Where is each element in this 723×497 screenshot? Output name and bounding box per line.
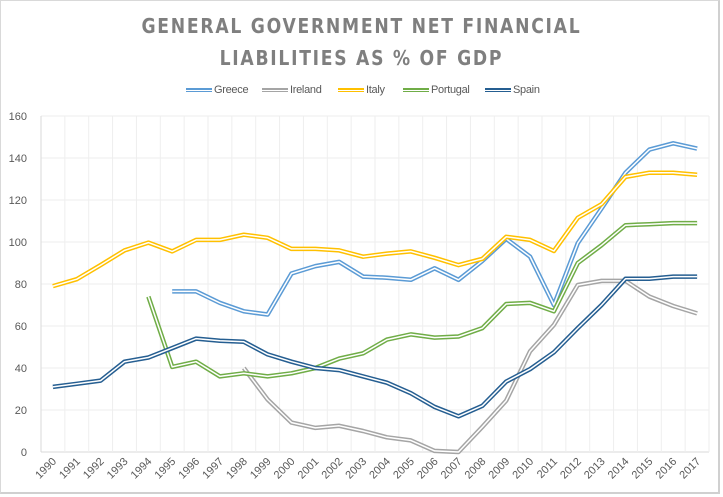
x-tick-label: 2013 <box>582 456 608 482</box>
x-tick-label: 2001 <box>296 456 322 482</box>
legend-swatch-italy <box>338 88 364 92</box>
series-spain <box>52 274 698 419</box>
y-tick-label: 0 <box>21 447 27 459</box>
y-tick-label: 80 <box>15 279 27 291</box>
x-tick-label: 2012 <box>558 456 584 482</box>
y-tick-label: 20 <box>15 405 27 417</box>
x-tick-label: 2008 <box>463 456 489 482</box>
x-tick-label: 2000 <box>272 456 298 482</box>
x-tick-label: 1996 <box>176 456 202 482</box>
x-tick-label: 2005 <box>391 456 417 482</box>
gridlines <box>40 115 710 453</box>
y-tick-label: 120 <box>9 195 27 207</box>
x-tick-label: 2017 <box>677 456 703 482</box>
legend-item-italy[interactable]: Italy <box>338 82 385 98</box>
x-tick-label: 1995 <box>153 456 179 482</box>
x-tick-label: 2011 <box>535 456 560 481</box>
x-tick-label: 1991 <box>57 456 83 482</box>
legend-swatch-spain <box>485 88 511 92</box>
legend-swatch-greece <box>186 88 212 92</box>
legend-item-portugal[interactable]: Portugal <box>403 82 470 98</box>
x-tick-label: 1994 <box>129 456 155 482</box>
series-line-inner <box>52 275 698 418</box>
legend-swatch-ireland <box>262 88 288 92</box>
legend-label-portugal: Portugal <box>431 84 470 96</box>
series-line-inner <box>52 171 698 287</box>
x-tick-label: 1998 <box>224 456 250 482</box>
series-italy <box>52 170 698 289</box>
legend-item-ireland[interactable]: Ireland <box>262 82 322 98</box>
series-portugal <box>146 220 698 379</box>
x-tick-label: 2003 <box>343 456 369 482</box>
series-line-inner <box>147 222 698 378</box>
chart-legend: Greece Ireland Italy Portugal Spain <box>0 82 723 98</box>
series-lines <box>52 141 698 455</box>
x-tick-label: 2015 <box>630 456 656 482</box>
x-tick-label: 2014 <box>606 456 632 482</box>
x-axis-ticks: 1990199119921993199419951996199719981999… <box>33 456 703 482</box>
x-tick-label: 2004 <box>367 456 393 482</box>
legend-label-greece: Greece <box>214 84 249 96</box>
x-tick-label: 2006 <box>415 456 441 482</box>
chart-title-line-1: GENERAL GOVERNMENT NET FINANCIAL <box>141 14 582 38</box>
x-tick-label: 1993 <box>105 456 131 482</box>
legend-item-greece[interactable]: Greece <box>186 82 249 98</box>
y-tick-label: 160 <box>9 111 27 123</box>
legend-label-italy: Italy <box>366 84 385 96</box>
y-tick-label: 100 <box>9 237 27 249</box>
legend-label-spain: Spain <box>513 84 540 96</box>
y-tick-label: 60 <box>15 321 27 333</box>
x-tick-label: 2016 <box>654 456 680 482</box>
x-tick-label: 1990 <box>33 456 59 482</box>
chart-title-line-2: LIABILITIES AS % OF GDP <box>219 46 504 70</box>
y-tick-label: 140 <box>9 153 27 165</box>
x-tick-label: 2007 <box>439 456 465 482</box>
y-axis-ticks: 0 20 40 60 80 100 120 140 160 <box>9 111 27 459</box>
legend-swatch-portugal <box>403 88 429 92</box>
legend-item-spain[interactable]: Spain <box>485 82 540 98</box>
x-tick-label: 2010 <box>510 456 536 482</box>
y-tick-label: 40 <box>15 363 27 375</box>
x-tick-label: 1997 <box>200 456 226 482</box>
x-tick-label: 2002 <box>320 456 346 482</box>
x-tick-label: 2009 <box>487 456 513 482</box>
x-tick-label: 1999 <box>248 456 274 482</box>
x-tick-label: 1992 <box>81 456 107 482</box>
legend-label-ireland: Ireland <box>290 84 322 96</box>
